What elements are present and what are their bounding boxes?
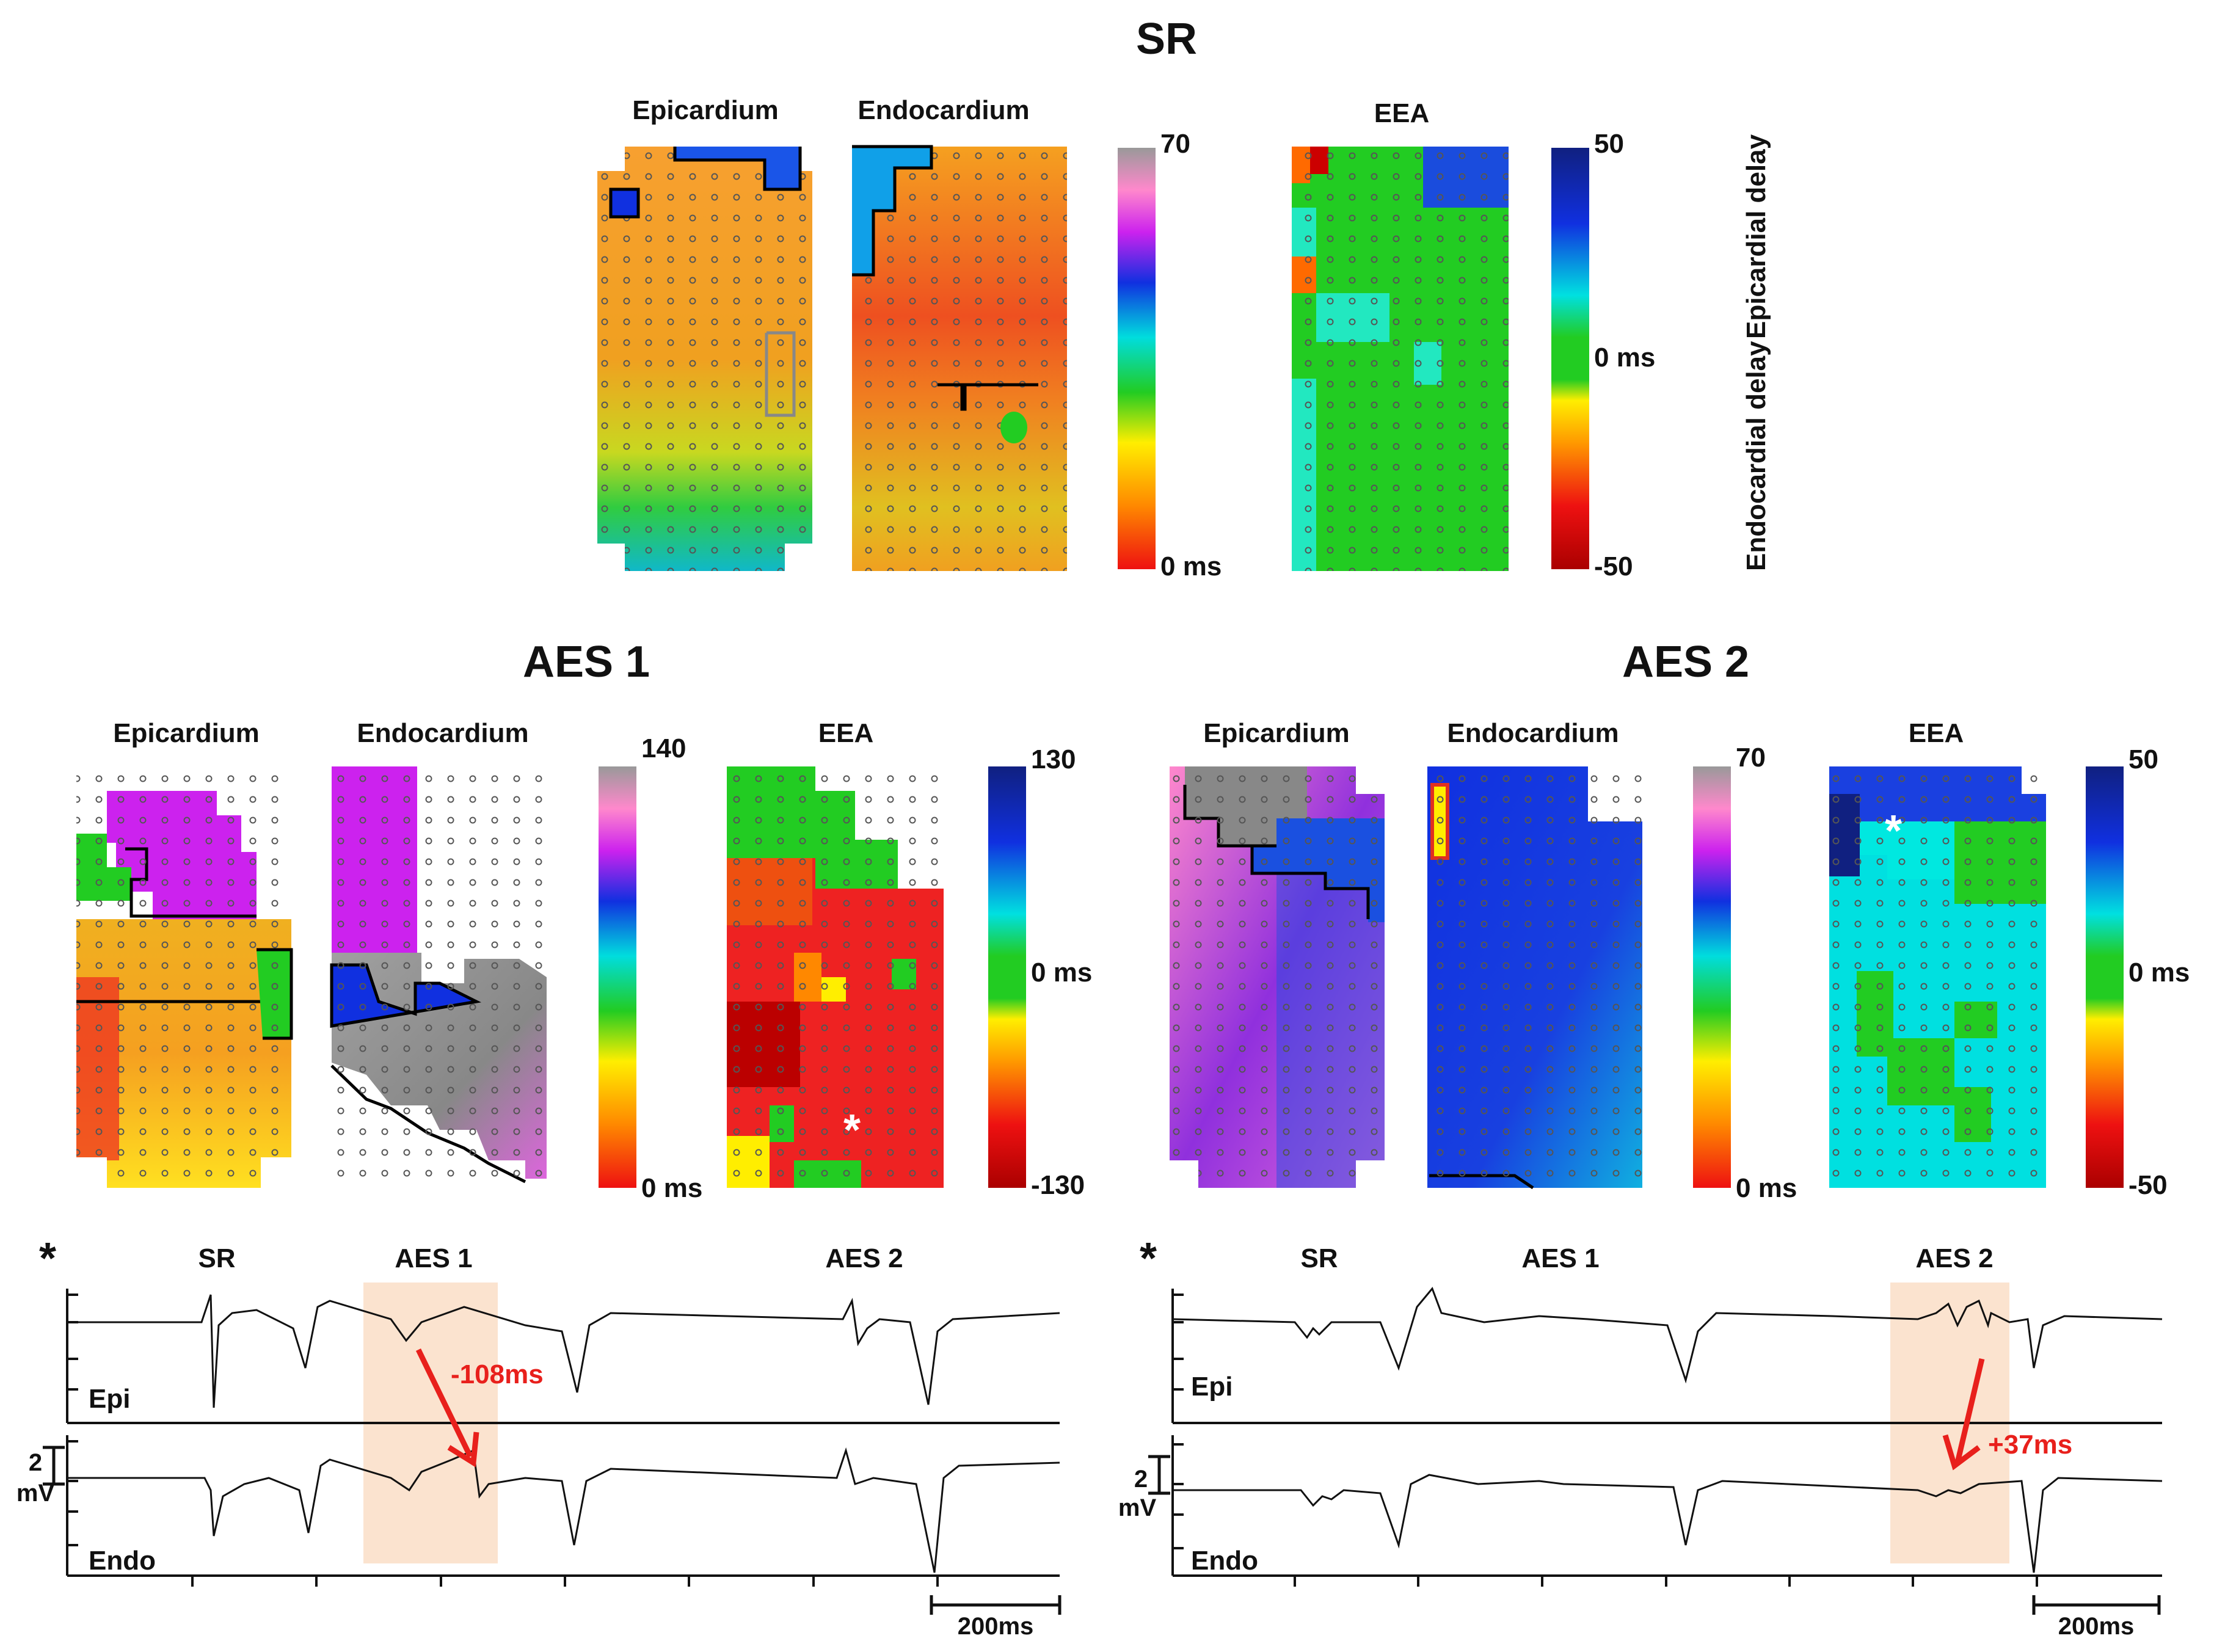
aes2-eea-map: * bbox=[1829, 766, 2046, 1188]
aes2-endo-label: Endocardium bbox=[1447, 718, 1619, 748]
trace-left-scale-v: 2 bbox=[29, 1449, 42, 1476]
aes1-eea-label: EEA bbox=[818, 718, 873, 748]
trace-left-endo bbox=[67, 1447, 1060, 1573]
trace-right-endo bbox=[1173, 1474, 2163, 1573]
trace-right-scale-unit: mV bbox=[1118, 1494, 1157, 1521]
sr-endo-label: Endocardium bbox=[858, 95, 1029, 125]
trace-left-sr: SR bbox=[198, 1243, 235, 1273]
sr-eea-label: EEA bbox=[1374, 98, 1429, 128]
aes1-title: AES 1 bbox=[523, 638, 650, 686]
aes2-eea-scale bbox=[2086, 766, 2124, 1188]
sr-scale-min: 0 ms bbox=[1160, 551, 1222, 581]
aes2-epi-label: Epicardium bbox=[1203, 718, 1350, 748]
sr-epicardial-delay: Epicardial delay bbox=[1741, 134, 1771, 339]
trace-left-epi bbox=[67, 1294, 1060, 1408]
aes1-endo-map bbox=[330, 766, 547, 1188]
trace-left-aes1: AES 1 bbox=[395, 1243, 472, 1273]
aes2-eea-mid: 0 ms bbox=[2128, 958, 2190, 988]
aes2-eea-star: * bbox=[1885, 807, 1902, 856]
aes2-scale-max: 70 bbox=[1736, 743, 1766, 773]
trace-right-time-scale: 200ms bbox=[2058, 1613, 2135, 1640]
aes1-scale-min: 0 ms bbox=[641, 1173, 702, 1203]
trace-right-endo-label: Endo bbox=[1191, 1546, 1258, 1576]
trace-left-star: * bbox=[39, 1234, 56, 1283]
trace-left-panel: * SR AES 1 AES 2 Epi Endo 2 mV bbox=[16, 1234, 1061, 1640]
aes1-eea-min: -130 bbox=[1031, 1170, 1085, 1200]
trace-right-star: * bbox=[1140, 1234, 1157, 1283]
trace-left-aes2: AES 2 bbox=[825, 1243, 903, 1273]
aes1-activation-scale bbox=[599, 766, 636, 1188]
sr-epi-map bbox=[597, 147, 812, 571]
sr-eea-scale bbox=[1551, 148, 1589, 569]
aes1-eea-max: 130 bbox=[1031, 744, 1076, 774]
trace-left-delay: -108ms bbox=[451, 1359, 544, 1389]
aes2-eea-min: -50 bbox=[2128, 1170, 2168, 1200]
sr-eea-max: 50 bbox=[1594, 129, 1624, 159]
trace-left-scale-unit: mV bbox=[16, 1480, 55, 1507]
aes2-title: AES 2 bbox=[1622, 638, 1749, 686]
aes1-eea-star: * bbox=[843, 1106, 861, 1155]
trace-right-delay: +37ms bbox=[1988, 1430, 2072, 1460]
sr-endocardial-delay: Endocardial delay bbox=[1741, 341, 1771, 571]
aes1-scale-max: 140 bbox=[641, 733, 686, 763]
sr-epi-label: Epicardium bbox=[632, 95, 779, 125]
aes2-eea-label: EEA bbox=[1909, 718, 1964, 748]
sr-endo-map bbox=[852, 145, 1067, 571]
aes1-eea-scale bbox=[988, 766, 1026, 1188]
trace-right-aes1: AES 1 bbox=[1521, 1243, 1599, 1273]
sr-title: SR bbox=[1136, 15, 1197, 64]
aes1-epi-map bbox=[76, 766, 293, 1188]
trace-left-time-scale: 200ms bbox=[958, 1613, 1034, 1640]
sr-eea-min: -50 bbox=[1594, 551, 1633, 581]
sr-scale-max: 70 bbox=[1160, 129, 1190, 159]
aes2-scale-min: 0 ms bbox=[1736, 1173, 1797, 1203]
trace-right-panel: * SR AES 1 AES 2 Epi Endo 2 mV bbox=[1118, 1234, 2163, 1640]
aes1-eea-mid: 0 ms bbox=[1031, 958, 1092, 988]
trace-right-scale-v: 2 bbox=[1134, 1466, 1148, 1493]
aes1-eea-map: * bbox=[727, 766, 944, 1188]
sr-eea-map bbox=[1292, 147, 1509, 571]
aes1-endo-label: Endocardium bbox=[357, 718, 528, 748]
aes2-eea-max: 50 bbox=[2128, 744, 2158, 774]
trace-right-sr: SR bbox=[1300, 1243, 1338, 1273]
sr-eea-mid: 0 ms bbox=[1594, 343, 1655, 373]
aes2-epi-map bbox=[1170, 766, 1385, 1188]
trace-right-epi bbox=[1172, 1287, 2163, 1384]
aes2-activation-scale bbox=[1693, 766, 1731, 1188]
sr-activation-scale bbox=[1118, 148, 1156, 569]
aes1-epi-label: Epicardium bbox=[113, 718, 260, 748]
aes2-endo-map bbox=[1427, 766, 1642, 1190]
trace-right-aes2: AES 2 bbox=[1915, 1243, 1993, 1273]
trace-left-endo-label: Endo bbox=[89, 1546, 156, 1576]
trace-right-epi-label: Epi bbox=[1191, 1372, 1233, 1402]
trace-left-epi-label: Epi bbox=[89, 1384, 130, 1414]
